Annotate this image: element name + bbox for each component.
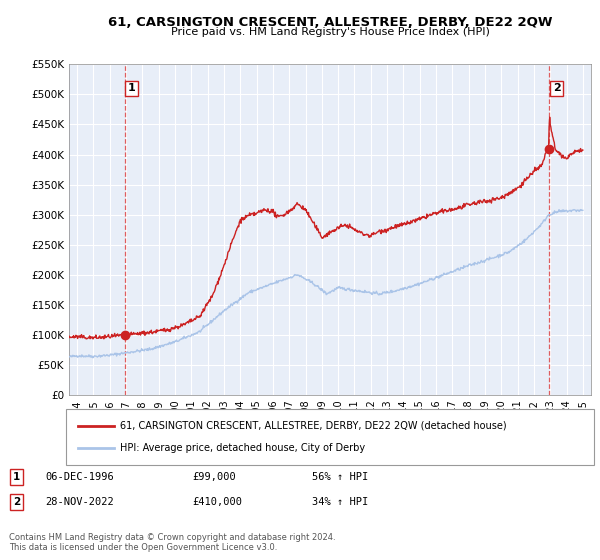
Text: 1: 1 (128, 83, 136, 94)
Text: 56% ↑ HPI: 56% ↑ HPI (312, 472, 368, 482)
Text: £99,000: £99,000 (192, 472, 236, 482)
Text: This data is licensed under the Open Government Licence v3.0.: This data is licensed under the Open Gov… (9, 543, 277, 552)
Text: 2: 2 (13, 497, 20, 507)
Text: HPI: Average price, detached house, City of Derby: HPI: Average price, detached house, City… (120, 443, 365, 453)
Text: 2: 2 (553, 83, 560, 94)
Text: 61, CARSINGTON CRESCENT, ALLESTREE, DERBY, DE22 2QW: 61, CARSINGTON CRESCENT, ALLESTREE, DERB… (108, 16, 552, 29)
Text: 34% ↑ HPI: 34% ↑ HPI (312, 497, 368, 507)
Text: 1: 1 (13, 472, 20, 482)
Text: Contains HM Land Registry data © Crown copyright and database right 2024.: Contains HM Land Registry data © Crown c… (9, 533, 335, 542)
Text: 06-DEC-1996: 06-DEC-1996 (45, 472, 114, 482)
Text: 61, CARSINGTON CRESCENT, ALLESTREE, DERBY, DE22 2QW (detached house): 61, CARSINGTON CRESCENT, ALLESTREE, DERB… (120, 421, 506, 431)
Text: £410,000: £410,000 (192, 497, 242, 507)
Text: 28-NOV-2022: 28-NOV-2022 (45, 497, 114, 507)
Text: Price paid vs. HM Land Registry's House Price Index (HPI): Price paid vs. HM Land Registry's House … (170, 27, 490, 37)
